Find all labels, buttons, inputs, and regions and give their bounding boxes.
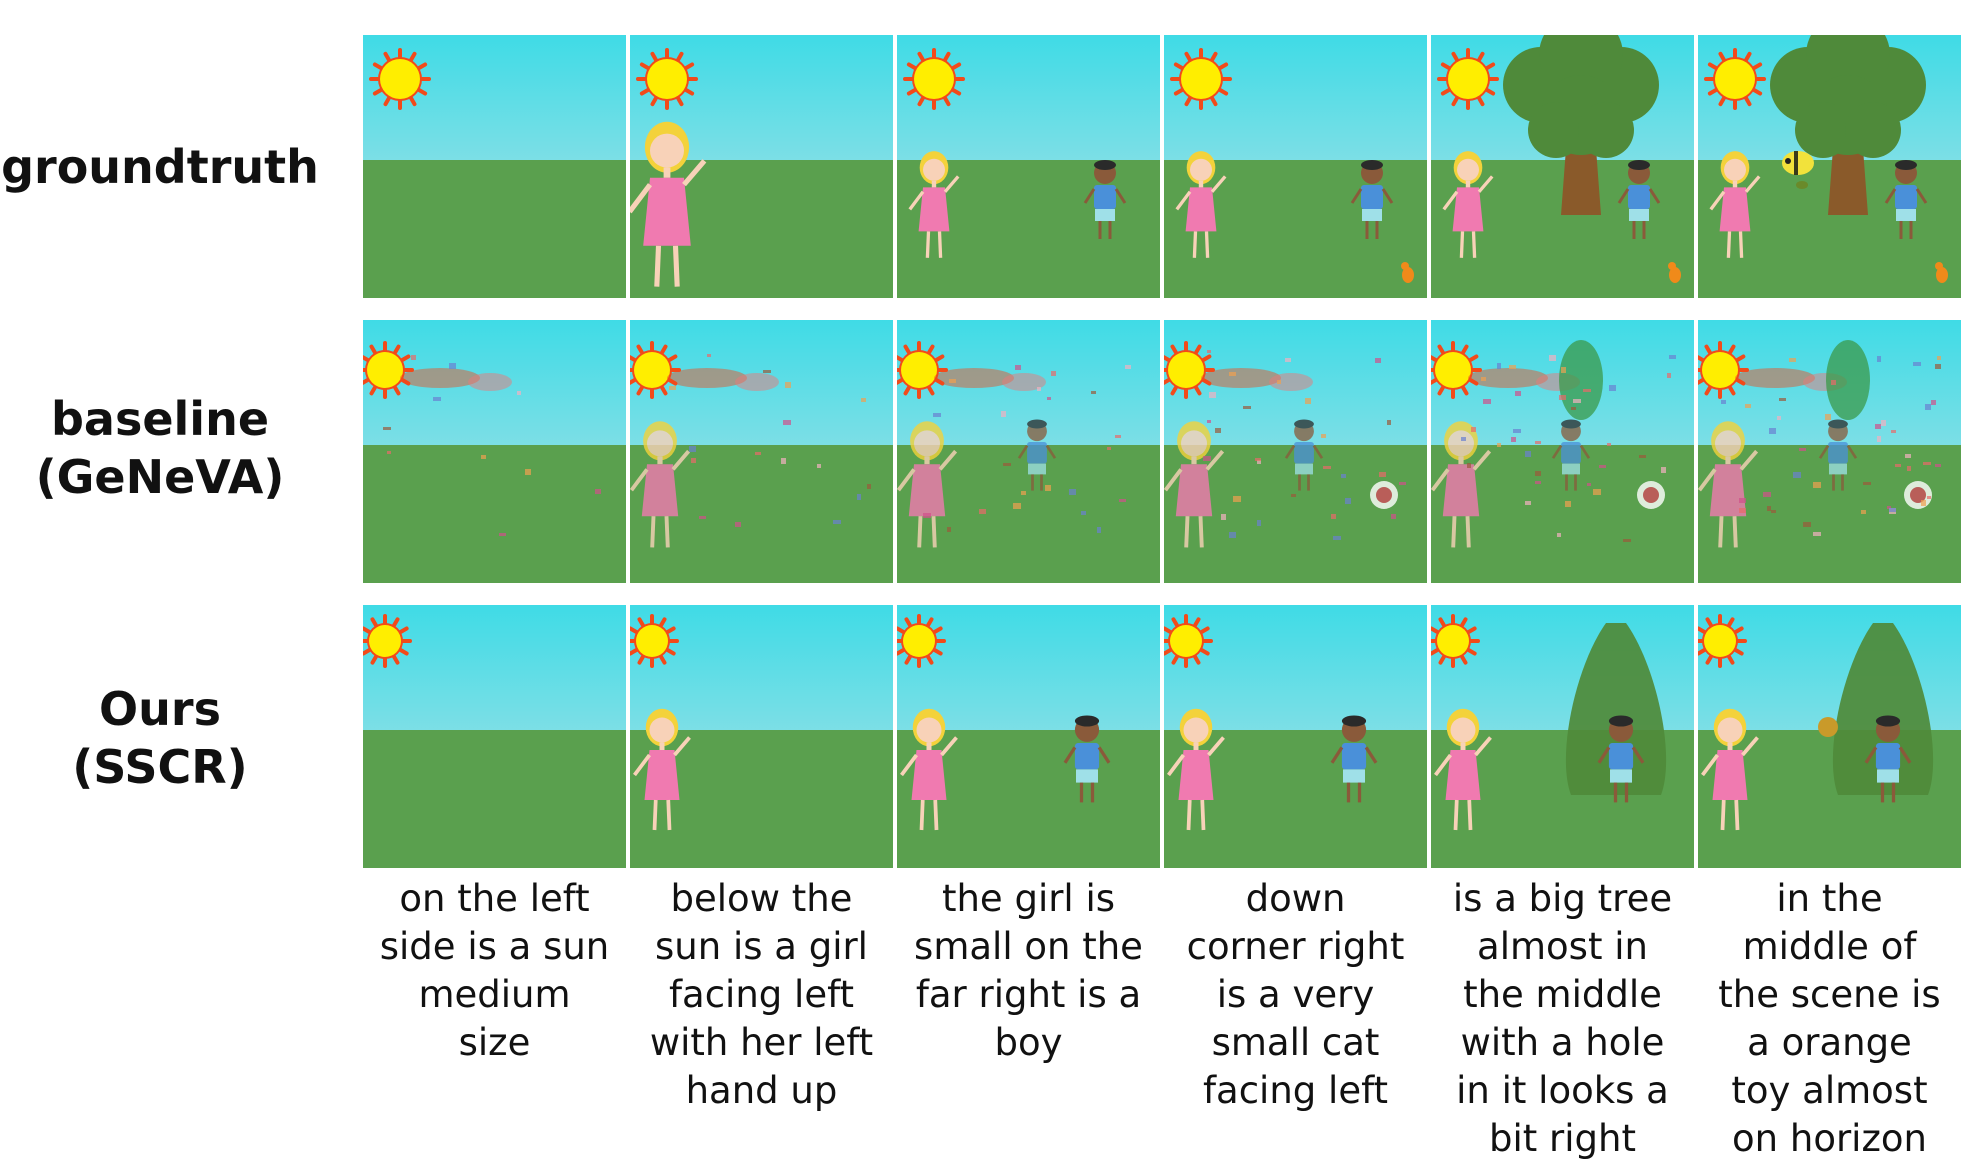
scene-image xyxy=(363,320,626,583)
caption-line: bit right xyxy=(1489,1117,1636,1160)
scene-image xyxy=(363,35,626,298)
scene-illustration xyxy=(1698,35,1961,298)
scene-illustration xyxy=(1431,605,1694,868)
caption-line: sun is a girl xyxy=(655,925,868,968)
row-label-groundtruth: groundtruth xyxy=(0,138,320,196)
scene-image xyxy=(363,605,626,868)
caption-line: down xyxy=(1245,877,1346,920)
row-label-ours: Ours (SSCR) xyxy=(0,680,320,796)
scene-image xyxy=(897,605,1160,868)
row-baseline xyxy=(363,320,1963,583)
row-label-line: (GeNeVA) xyxy=(35,450,285,504)
caption-line: on horizon xyxy=(1732,1117,1927,1160)
caption-line: hand up xyxy=(685,1069,838,1112)
scene-image xyxy=(1698,320,1961,583)
caption-line: side is a sun xyxy=(379,925,610,968)
scene-illustration xyxy=(1431,320,1694,583)
scene-illustration xyxy=(630,320,893,583)
scene-image xyxy=(1164,605,1427,868)
scene-illustration xyxy=(1698,605,1961,868)
caption-line: boy xyxy=(994,1021,1063,1064)
scene-image xyxy=(1431,605,1694,868)
row-label-baseline: baseline (GeNeVA) xyxy=(0,390,320,506)
scene-illustration xyxy=(1164,35,1427,298)
scene-image xyxy=(1698,35,1961,298)
caption-line: medium xyxy=(418,973,571,1016)
caption-line: far right is a xyxy=(915,973,1142,1016)
caption-4: down corner right is a very small cat fa… xyxy=(1164,875,1427,1115)
caption-line: the girl is xyxy=(941,877,1116,920)
caption-line: a orange xyxy=(1747,1021,1912,1064)
scene-illustration xyxy=(363,320,626,583)
caption-line: facing left xyxy=(1203,1069,1388,1112)
caption-line: the middle xyxy=(1463,973,1662,1016)
scene-illustration xyxy=(897,35,1160,298)
scene-image xyxy=(1431,320,1694,583)
row-label-line: baseline xyxy=(50,392,270,446)
scene-illustration xyxy=(363,35,626,298)
caption-line: on the left xyxy=(399,877,590,920)
caption-line: toy almost xyxy=(1731,1069,1928,1112)
caption-line: facing left xyxy=(669,973,854,1016)
scene-image xyxy=(630,320,893,583)
caption-5: is a big tree almost in the middle with … xyxy=(1431,875,1694,1163)
caption-line: below the xyxy=(670,877,853,920)
caption-line: corner right xyxy=(1186,925,1405,968)
caption-3: the girl is small on the far right is a … xyxy=(897,875,1160,1067)
caption-line: is a big tree xyxy=(1452,877,1673,920)
scene-illustration xyxy=(1431,35,1694,298)
row-groundtruth xyxy=(363,35,1963,298)
scene-image xyxy=(897,320,1160,583)
scene-image xyxy=(630,35,893,298)
scene-image xyxy=(630,605,893,868)
scene-illustration xyxy=(363,605,626,868)
scene-image xyxy=(1698,605,1961,868)
caption-line: small cat xyxy=(1211,1021,1380,1064)
caption-line: with a hole xyxy=(1460,1021,1665,1064)
scene-illustration xyxy=(630,35,893,298)
scene-illustration xyxy=(1698,320,1961,583)
caption-line: is a very xyxy=(1216,973,1375,1016)
caption-line: with her left xyxy=(649,1021,874,1064)
row-label-line: Ours xyxy=(99,682,221,736)
caption-line: in it looks a xyxy=(1456,1069,1669,1112)
caption-line: the scene is xyxy=(1718,973,1941,1016)
scene-illustration xyxy=(630,605,893,868)
scene-image xyxy=(1431,35,1694,298)
scene-illustration xyxy=(897,605,1160,868)
caption-2: below the sun is a girl facing left with… xyxy=(630,875,893,1115)
scene-illustration xyxy=(897,320,1160,583)
row-label-line: (SSCR) xyxy=(72,740,248,794)
row-label-line: groundtruth xyxy=(1,140,319,194)
caption-line: middle of xyxy=(1742,925,1917,968)
caption-line: small on the xyxy=(914,925,1143,968)
caption-line: in the xyxy=(1776,877,1883,920)
caption-1: on the left side is a sun medium size xyxy=(363,875,626,1067)
caption-line: size xyxy=(458,1021,531,1064)
scene-image xyxy=(1164,320,1427,583)
scene-image xyxy=(1164,35,1427,298)
caption-6: in the middle of the scene is a orange t… xyxy=(1698,875,1961,1163)
row-ours xyxy=(363,605,1963,868)
scene-image xyxy=(897,35,1160,298)
scene-illustration xyxy=(1164,320,1427,583)
scene-illustration xyxy=(1164,605,1427,868)
caption-line: almost in xyxy=(1477,925,1648,968)
